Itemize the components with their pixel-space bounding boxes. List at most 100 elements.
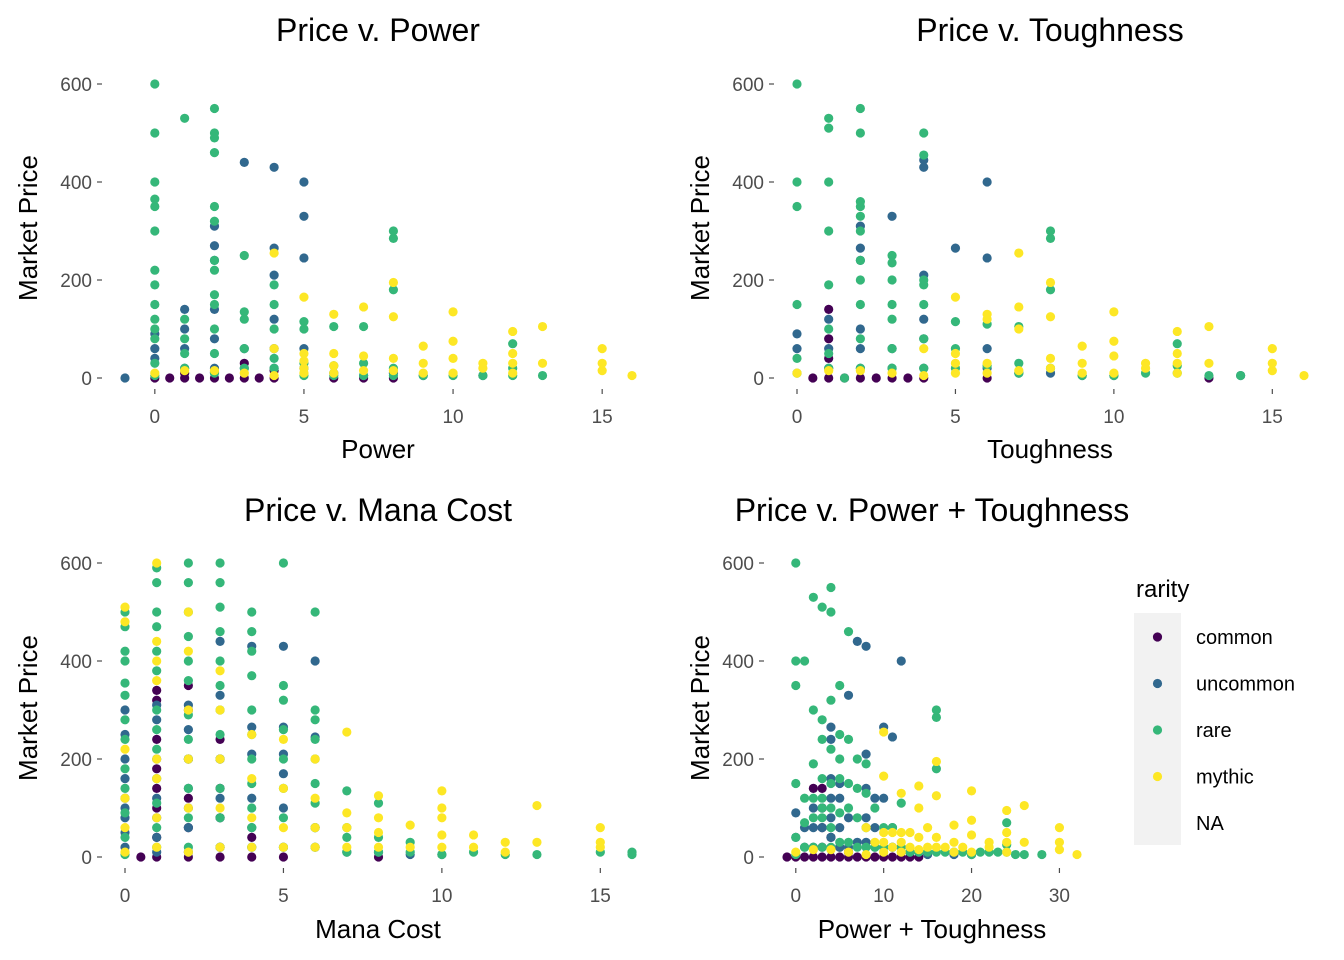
x-tick-label: 10 <box>1103 407 1124 428</box>
data-point <box>817 774 827 784</box>
y-axis-label: Market Price <box>685 155 715 301</box>
data-point <box>388 226 399 236</box>
data-point <box>215 842 225 852</box>
data-point <box>791 656 801 666</box>
data-point <box>1172 348 1182 359</box>
data-point <box>152 656 162 666</box>
legend-key-common <box>1152 632 1163 642</box>
data-point <box>887 344 897 354</box>
y-tick-label: 0 <box>81 369 92 390</box>
data-point <box>299 177 309 187</box>
data-point <box>269 248 279 258</box>
data-point <box>1019 849 1029 860</box>
data-point <box>247 627 257 637</box>
data-point <box>183 656 193 666</box>
y-axis: 0 200 400 600 <box>60 554 102 869</box>
data-point <box>1172 339 1182 349</box>
data-point <box>799 842 810 852</box>
data-point <box>855 103 865 114</box>
data-point <box>150 334 160 344</box>
data-point <box>870 793 880 803</box>
data-point <box>150 194 160 204</box>
data-point <box>879 827 889 838</box>
data-point <box>852 813 862 823</box>
data-point <box>896 827 906 838</box>
data-point <box>239 250 249 261</box>
data-point <box>299 317 309 327</box>
data-point <box>1010 849 1021 860</box>
data-point <box>150 265 160 275</box>
data-point <box>183 813 193 823</box>
data-point <box>855 243 865 253</box>
data-point <box>855 334 865 344</box>
data-point <box>826 607 836 617</box>
data-point <box>194 373 205 383</box>
data-point <box>183 734 193 745</box>
data-point <box>152 744 162 754</box>
legend-label: rare <box>1196 720 1232 742</box>
data-point <box>826 722 836 732</box>
data-point <box>799 656 810 666</box>
data-point <box>950 368 961 378</box>
data-point <box>817 602 827 612</box>
data-point <box>329 348 339 359</box>
data-point <box>597 358 607 368</box>
data-point <box>1140 358 1151 368</box>
data-point <box>1054 845 1065 855</box>
data-point <box>183 705 193 715</box>
data-point <box>791 778 801 789</box>
data-point <box>136 852 146 862</box>
data-point <box>855 226 865 236</box>
y-tick-label: 200 <box>60 271 92 292</box>
data-point <box>931 764 941 774</box>
data-point <box>342 832 352 843</box>
data-point <box>215 783 225 794</box>
data-point <box>852 842 862 852</box>
legend-key-uncommon <box>1152 678 1163 689</box>
data-point <box>931 756 941 767</box>
data-point <box>896 798 906 808</box>
legend-title: rarity <box>1136 576 1189 603</box>
data-point <box>887 250 897 261</box>
data-point <box>183 631 193 642</box>
series-rare <box>792 79 1246 383</box>
data-point <box>824 366 834 376</box>
data-point <box>269 344 279 354</box>
x-tick-label: 5 <box>299 407 310 428</box>
data-point <box>950 243 961 253</box>
data-point <box>870 803 880 813</box>
data-point <box>852 783 862 794</box>
data-point <box>982 253 992 263</box>
data-point <box>150 314 160 324</box>
data-point <box>152 607 162 617</box>
data-point <box>150 368 160 378</box>
data-point <box>1299 370 1309 381</box>
x-axis: 0 5 10 15 <box>150 389 613 428</box>
x-axis: 0 5 10 15 <box>120 868 611 907</box>
data-point <box>949 820 959 830</box>
data-point <box>835 774 845 784</box>
data-point <box>887 852 898 862</box>
data-point <box>152 636 162 647</box>
series-mythic <box>120 558 605 857</box>
data-point <box>215 793 225 803</box>
data-point <box>914 803 924 813</box>
data-point <box>1267 366 1277 376</box>
data-point <box>152 764 162 774</box>
data-point <box>1172 358 1182 368</box>
data-point <box>808 705 818 715</box>
y-axis-label: Market Price <box>685 635 715 781</box>
series-mythic <box>791 727 1082 860</box>
data-point <box>824 123 834 133</box>
series-mythic <box>150 248 637 381</box>
data-point <box>1045 312 1056 322</box>
data-point <box>500 837 510 847</box>
data-point <box>215 754 225 764</box>
y-tick-label: 200 <box>732 271 764 292</box>
data-point <box>278 680 289 691</box>
data-point <box>835 793 845 803</box>
data-point <box>826 744 836 754</box>
data-point <box>919 128 929 138</box>
data-point <box>808 759 818 769</box>
data-point <box>299 292 309 302</box>
